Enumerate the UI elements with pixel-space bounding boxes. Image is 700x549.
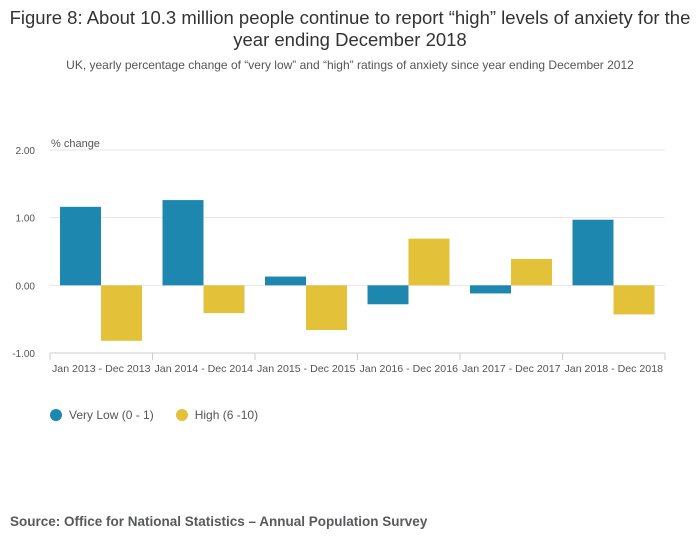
- bar-high[interactable]: [101, 285, 142, 341]
- bar-very-low[interactable]: [265, 276, 306, 286]
- y-tick-label: -1.00: [12, 349, 35, 360]
- legend-swatch-high: [175, 409, 188, 421]
- legend: Very Low (0 - 1) High (6 -10): [50, 408, 258, 422]
- x-tick-label: Jan 2018 - Dec 2018: [565, 363, 664, 375]
- chart-subtitle: UK, yearly percentage change of “very lo…: [66, 58, 634, 72]
- source-note: Source: Office for National Statistics –…: [10, 514, 428, 529]
- bar-high[interactable]: [511, 258, 552, 286]
- bar-high[interactable]: [203, 285, 245, 314]
- bar-high[interactable]: [613, 285, 655, 315]
- bar-chart: 2.00 1.00 0.00 -1.00 % change Jan 2013 - De…: [12, 138, 666, 375]
- x-axis: Jan 2013 - Dec 2013 Jan 2014 - Dec 2014 Ja…: [49, 352, 666, 375]
- legend-item-very-low[interactable]: Very Low (0 - 1): [50, 408, 154, 422]
- legend-swatch-very-low: [50, 409, 62, 421]
- gridlines: [50, 149, 665, 286]
- y-tick-label: 0.00: [16, 281, 36, 292]
- bar-very-low[interactable]: [572, 219, 614, 286]
- x-tick-label: Jan 2015 - Dec 2015: [257, 363, 356, 375]
- bar-very-low[interactable]: [162, 200, 204, 286]
- y-tick-label: 1.00: [16, 214, 36, 225]
- x-tick-label: Jan 2017 - Dec 2017: [462, 363, 561, 375]
- y-axis-ticks: 2.00 1.00 0.00 -1.00: [12, 146, 35, 360]
- chart-title: Figure 8: About 10.3 million people cont…: [9, 7, 691, 50]
- bar-very-low[interactable]: [60, 206, 101, 286]
- x-tick-label: Jan 2016 - Dec 2016: [360, 363, 459, 375]
- bars: [60, 200, 655, 341]
- legend-label-high: High (6 -10): [194, 408, 259, 422]
- bar-high[interactable]: [306, 285, 347, 330]
- y-tick-label: 2.00: [16, 146, 36, 157]
- legend-item-high[interactable]: High (6 -10): [175, 408, 259, 422]
- bar-very-low[interactable]: [470, 285, 511, 294]
- y-axis-label: % change: [51, 138, 100, 150]
- legend-label-very-low: Very Low (0 - 1): [69, 408, 154, 422]
- x-tick-label: Jan 2013 - Dec 2013: [52, 363, 151, 375]
- x-tick-label: Jan 2014 - Dec 2014: [155, 363, 254, 375]
- bar-very-low[interactable]: [367, 285, 409, 305]
- bar-high[interactable]: [408, 238, 450, 286]
